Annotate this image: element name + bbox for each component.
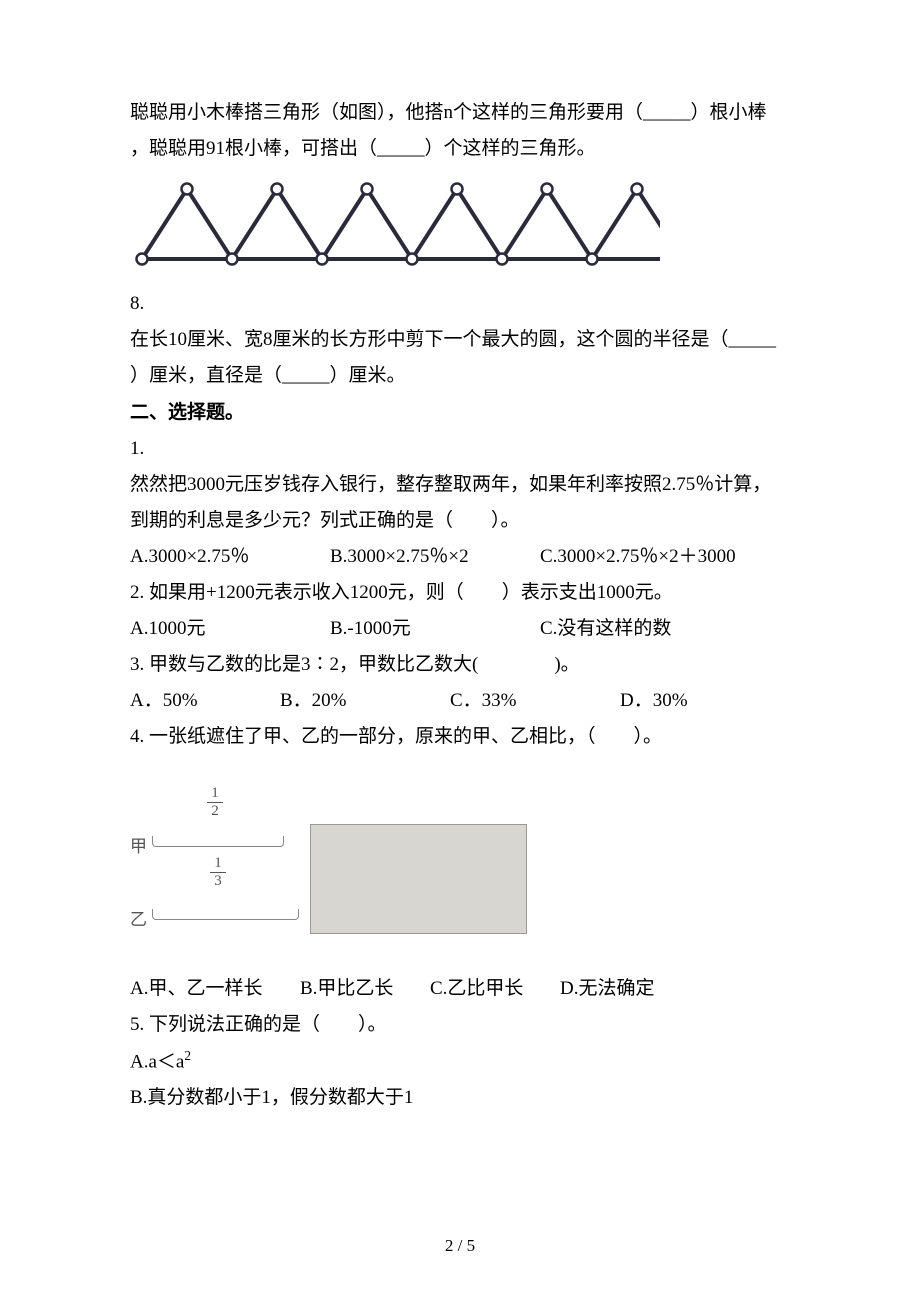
q7-line1: 聪聪用小木棒搭三角形（如图），他搭n个这样的三角形要用（_____）根小棒 — [130, 95, 790, 131]
q7-line2: ，聪聪用91根小棒，可搭出（_____）个这样的三角形。 — [130, 131, 790, 167]
triangle-sticks-figure — [130, 179, 790, 284]
q7-l2-a: ，聪聪用91根小棒，可搭出（ — [130, 138, 377, 159]
s2q4-optC: C.乙比甲长 — [430, 971, 560, 1007]
q4-gray-box — [310, 824, 527, 934]
s2q1-optA: A.3000×2.75％ — [130, 539, 330, 575]
s2q3-optD: D．30% — [620, 683, 688, 719]
q4-label-yi: 乙 — [130, 904, 147, 936]
q8-l2-a: ）厘米，直径是（ — [130, 365, 282, 386]
page-number: 2 / 5 — [0, 1230, 920, 1262]
s2q1-line2: 到期的利息是多少元？列式正确的是（ ）。 — [130, 503, 790, 539]
q8-line2: ）厘米，直径是（_____）厘米。 — [130, 358, 790, 394]
s2q4-optB: B.甲比乙长 — [300, 971, 430, 1007]
s2q2-optB: B.-1000元 — [330, 611, 540, 647]
section2-header: 二、选择题。 — [130, 395, 790, 431]
s2q5-optB: B.真分数都小于1，假分数都大于1 — [130, 1080, 790, 1116]
s2q4-optA: A.甲、乙一样长 — [130, 971, 300, 1007]
s2q3-optB: B．20% — [280, 683, 450, 719]
s2q2-opts: A.1000元 B.-1000元 C.没有这样的数 — [130, 611, 790, 647]
triangle-svg — [130, 179, 660, 271]
s2q5-optA: A.a＜a2 — [130, 1043, 790, 1080]
s2q1-opts: A.3000×2.75％ B.3000×2.75％×2 C.3000×2.75％… — [130, 539, 790, 575]
s2q1-num: 1. — [130, 431, 790, 467]
s2q3-stem: 3. 甲数与乙数的比是3∶2，甲数比乙数大( )。 — [130, 647, 790, 683]
q7-blank2: _____ — [377, 138, 425, 159]
q4-bracket-yi — [152, 909, 299, 920]
q8-num: 8. — [130, 286, 790, 322]
s2q5-stem: 5. 下列说法正确的是（ ）。 — [130, 1007, 790, 1043]
s2q4-opts: A.甲、乙一样长 B.甲比乙长 C.乙比甲长 D.无法确定 — [130, 971, 790, 1007]
s2q3-optC: C．33% — [450, 683, 620, 719]
q4-frac2-num: 1 — [210, 856, 226, 871]
q8-blank2: _____ — [282, 365, 330, 386]
s2q4-stem: 4. 一张纸遮住了甲、乙的一部分，原来的甲、乙相比，（ ）。 — [130, 719, 790, 755]
s2q1-line1: 然然把3000元压岁钱存入银行，整存整取两年，如果年利率按照2.75％计算， — [130, 467, 790, 503]
q4-figure: 1 2 甲 1 3 乙 — [130, 786, 530, 941]
q4-frac1-num: 1 — [207, 786, 223, 801]
q7-blank1: _____ — [643, 102, 691, 123]
q4-frac1-den: 2 — [207, 804, 223, 819]
s2q3-optA: A．50% — [130, 683, 280, 719]
q8-l1-a: 在长10厘米、宽8厘米的长方形中剪下一个最大的圆，这个圆的半径是（ — [130, 329, 729, 350]
q8-blank1: _____ — [729, 329, 777, 350]
q4-bracket-jia — [152, 836, 284, 847]
s2q1-optB: B.3000×2.75％×2 — [330, 539, 540, 575]
q4-frac2-den: 3 — [210, 874, 226, 889]
q7-l2-b: ）个这样的三角形。 — [425, 138, 596, 159]
q4-label-jia: 甲 — [130, 831, 147, 863]
s2q3-opts: A．50% B．20% C．33% D．30% — [130, 683, 790, 719]
s2q2-stem: 2. 如果用+1200元表示收入1200元，则（ ）表示支出1000元。 — [130, 575, 790, 611]
s2q4-optD: D.无法确定 — [560, 971, 654, 1007]
q8-l2-b: ）厘米。 — [330, 365, 406, 386]
q7-l1-a: 聪聪用小木棒搭三角形（如图），他搭n个这样的三角形要用（ — [130, 102, 643, 123]
s2q2-optA: A.1000元 — [130, 611, 330, 647]
q8-line1: 在长10厘米、宽8厘米的长方形中剪下一个最大的圆，这个圆的半径是（_____ — [130, 322, 790, 358]
s2q1-optC: C.3000×2.75％×2＋3000 — [540, 539, 736, 575]
page: 聪聪用小木棒搭三角形（如图），他搭n个这样的三角形要用（_____）根小棒 ，聪… — [0, 0, 920, 1302]
q7-l1-b: ）根小棒 — [691, 102, 767, 123]
s2q2-optC: C.没有这样的数 — [540, 611, 671, 647]
